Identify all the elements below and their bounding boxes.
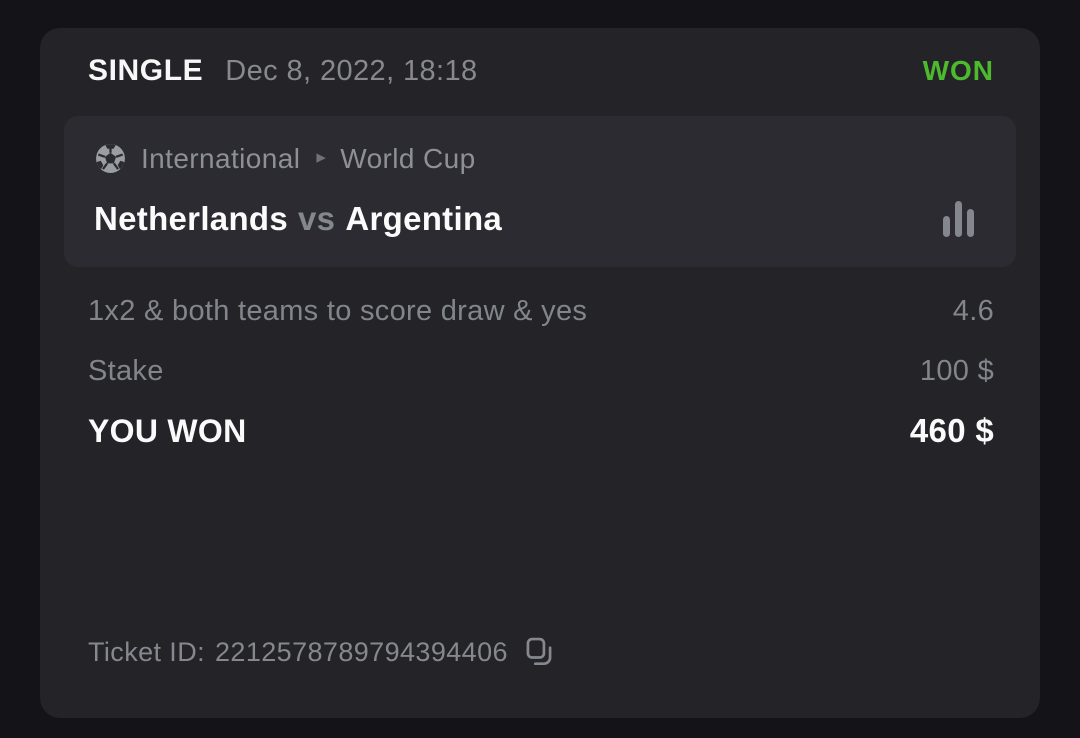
home-team-name: Netherlands bbox=[94, 200, 289, 237]
bar-chart-icon[interactable] bbox=[942, 199, 986, 239]
stake-row: Stake 100 $ bbox=[88, 341, 994, 401]
status-badge: WON bbox=[922, 55, 994, 86]
vs-separator: vs bbox=[298, 200, 336, 237]
ticket-id-label: Ticket ID: bbox=[88, 636, 206, 667]
ticket-id-value: 2212578789794394406 bbox=[215, 636, 508, 667]
match-panel[interactable]: International ▸ World Cup Netherlands vs A… bbox=[64, 116, 1016, 267]
selection-label: 1x2 & both teams to score draw & yes bbox=[88, 294, 588, 327]
result-value: 460 $ bbox=[909, 412, 994, 449]
match-row: Netherlands vs Argentina bbox=[94, 199, 986, 239]
ticket-footer: Ticket ID: 2212578789794394406 bbox=[88, 636, 554, 668]
ticket-header: SINGLE Dec 8, 2022, 18:18 WON bbox=[40, 28, 1040, 88]
breadcrumb: International ▸ World Cup bbox=[94, 142, 986, 175]
stake-label: Stake bbox=[88, 354, 164, 387]
result-row: YOU WON 460 $ bbox=[88, 401, 994, 461]
odds-value: 4.6 bbox=[952, 294, 994, 327]
breadcrumb-arrow-icon: ▸ bbox=[316, 147, 327, 168]
breadcrumb-category[interactable]: International bbox=[141, 142, 301, 174]
selection-row: 1x2 & both teams to score draw & yes 4.6 bbox=[88, 281, 994, 341]
bet-details: 1x2 & both teams to score draw & yes 4.6… bbox=[40, 267, 1040, 461]
match-title[interactable]: Netherlands vs Argentina bbox=[94, 200, 502, 238]
breadcrumb-tournament[interactable]: World Cup bbox=[340, 142, 476, 174]
result-label: YOU WON bbox=[88, 412, 247, 449]
away-team-name: Argentina bbox=[345, 200, 503, 237]
stake-value: 100 $ bbox=[919, 354, 994, 387]
bet-type-label: SINGLE bbox=[88, 54, 204, 87]
soccer-ball-icon bbox=[94, 142, 127, 175]
copy-icon[interactable] bbox=[524, 636, 554, 668]
bet-ticket-card: SINGLE Dec 8, 2022, 18:18 WON Internatio… bbox=[40, 28, 1040, 718]
ticket-date: Dec 8, 2022, 18:18 bbox=[225, 55, 478, 87]
